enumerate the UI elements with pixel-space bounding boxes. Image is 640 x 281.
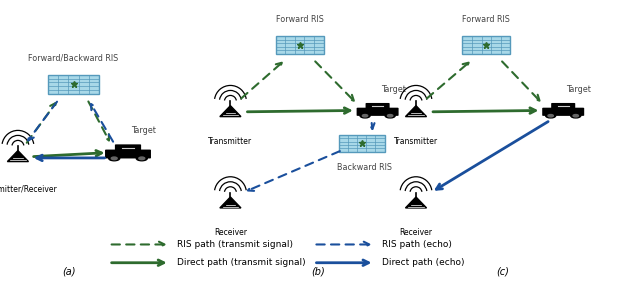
Circle shape [546, 114, 556, 118]
FancyBboxPatch shape [542, 108, 584, 116]
Polygon shape [220, 197, 241, 208]
Text: Forward RIS: Forward RIS [276, 15, 323, 24]
Text: Forward/Backward RIS: Forward/Backward RIS [28, 54, 119, 63]
Circle shape [136, 156, 147, 161]
Text: Direct path (transmit signal): Direct path (transmit signal) [177, 258, 306, 267]
Bar [48, 75, 99, 94]
Text: Direct path (echo): Direct path (echo) [382, 258, 465, 267]
FancyBboxPatch shape [105, 149, 151, 158]
Text: Target: Target [566, 85, 591, 94]
Text: Receiver: Receiver [399, 228, 433, 237]
Text: Target: Target [381, 85, 406, 94]
Bar [463, 36, 511, 54]
Circle shape [111, 157, 117, 160]
FancyBboxPatch shape [356, 108, 399, 116]
Text: Receiver: Receiver [214, 228, 247, 237]
Circle shape [360, 114, 370, 118]
Bar [339, 135, 385, 152]
Polygon shape [8, 151, 28, 162]
Text: (b): (b) [311, 267, 325, 277]
Circle shape [362, 115, 368, 117]
Text: RIS path (transmit signal): RIS path (transmit signal) [177, 240, 293, 249]
Text: Forward RIS: Forward RIS [463, 15, 510, 24]
Circle shape [571, 114, 580, 118]
Text: Transmitter/Receiver: Transmitter/Receiver [0, 184, 58, 193]
Circle shape [385, 114, 395, 118]
FancyBboxPatch shape [365, 103, 390, 109]
Polygon shape [406, 197, 427, 208]
FancyBboxPatch shape [551, 103, 575, 109]
Text: Transmitter: Transmitter [209, 137, 252, 146]
Polygon shape [406, 106, 427, 117]
Bar [276, 36, 324, 54]
Text: Transmitter: Transmitter [394, 137, 438, 146]
Polygon shape [220, 106, 241, 117]
Text: Target: Target [131, 126, 156, 135]
Text: (c): (c) [496, 267, 509, 277]
Text: (a): (a) [62, 267, 76, 277]
Text: RIS path (echo): RIS path (echo) [382, 240, 452, 249]
Circle shape [387, 115, 393, 117]
Circle shape [139, 157, 145, 160]
FancyBboxPatch shape [115, 144, 141, 151]
Circle shape [573, 115, 579, 117]
Circle shape [548, 115, 554, 117]
Text: Backward RIS: Backward RIS [337, 163, 392, 172]
Circle shape [109, 156, 120, 161]
